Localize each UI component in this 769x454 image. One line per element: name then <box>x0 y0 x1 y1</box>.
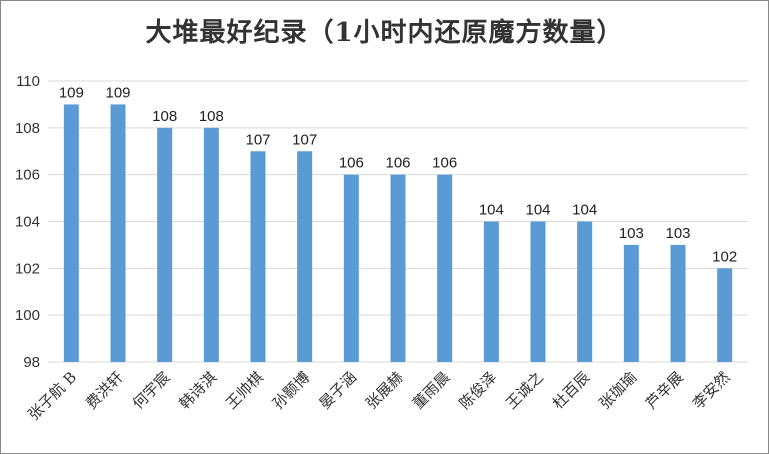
y-tick-label: 98 <box>23 354 40 371</box>
data-labels: 109 109 108 108 107 107 106 106 106 104 104 104 103 1… <box>59 84 737 265</box>
data-label: 106 <box>339 155 364 172</box>
category-label: 晏子涵 <box>316 368 361 413</box>
category-label: 陈俊泽 <box>456 368 501 413</box>
bar <box>203 127 219 362</box>
data-label: 107 <box>245 131 270 148</box>
data-label: 103 <box>665 225 690 242</box>
bars <box>63 104 733 363</box>
data-label: 104 <box>479 202 504 219</box>
bar <box>530 221 546 362</box>
data-label: 109 <box>105 84 130 101</box>
y-tick-label: 106 <box>15 167 40 184</box>
bar <box>63 104 79 363</box>
y-axis-ticks: 98 100 102 104 106 108 110 <box>15 73 40 371</box>
category-labels: 张子航 B 费洪轩 何宇宸 韩诗淇 王帅棋 孙颢博 晏子涵 张展赫 董雨晨 陈俊泽 王诚之 杜百辰 张珈… <box>24 368 733 424</box>
category-label: 孙颢博 <box>269 368 314 413</box>
category-label: 韩诗淇 <box>176 368 221 413</box>
y-tick-label: 100 <box>15 307 40 324</box>
category-label: 费洪轩 <box>82 368 127 413</box>
category-label: 李安然 <box>689 368 734 413</box>
bar <box>670 244 686 362</box>
bar <box>343 174 359 362</box>
data-label: 109 <box>59 84 84 101</box>
category-label: 王诚之 <box>502 368 547 413</box>
category-label: 何宇宸 <box>129 368 174 413</box>
data-label: 106 <box>385 155 410 172</box>
y-tick-label: 110 <box>16 73 40 90</box>
bar <box>110 104 126 363</box>
bar <box>437 174 453 362</box>
bar <box>390 174 406 362</box>
bar <box>157 127 173 362</box>
data-label: 104 <box>572 202 597 219</box>
category-label: 张珈瑜 <box>596 368 641 413</box>
data-label: 102 <box>712 248 737 265</box>
data-label: 108 <box>152 108 177 125</box>
data-label: 107 <box>292 131 317 148</box>
bar <box>250 151 266 362</box>
category-label: 芦辛展 <box>642 368 687 413</box>
bar <box>577 221 593 362</box>
y-tick-label: 108 <box>15 120 40 137</box>
data-label: 103 <box>619 225 644 242</box>
category-label: 王帅棋 <box>222 368 267 413</box>
bar <box>297 151 313 362</box>
y-tick-label: 104 <box>15 214 40 231</box>
category-label: 张展赫 <box>362 368 407 413</box>
data-label: 106 <box>432 155 457 172</box>
data-label: 108 <box>199 108 224 125</box>
bar <box>483 221 499 362</box>
y-tick-label: 102 <box>15 260 40 277</box>
category-label: 董雨晨 <box>409 368 454 413</box>
bar <box>623 244 639 362</box>
category-label: 张子航 B <box>24 368 80 424</box>
data-label: 104 <box>525 202 550 219</box>
chart-title: 大堆最好纪录（1小时内还原魔方数量） <box>145 18 624 48</box>
category-label: 杜百辰 <box>549 368 594 413</box>
bar <box>717 268 733 362</box>
